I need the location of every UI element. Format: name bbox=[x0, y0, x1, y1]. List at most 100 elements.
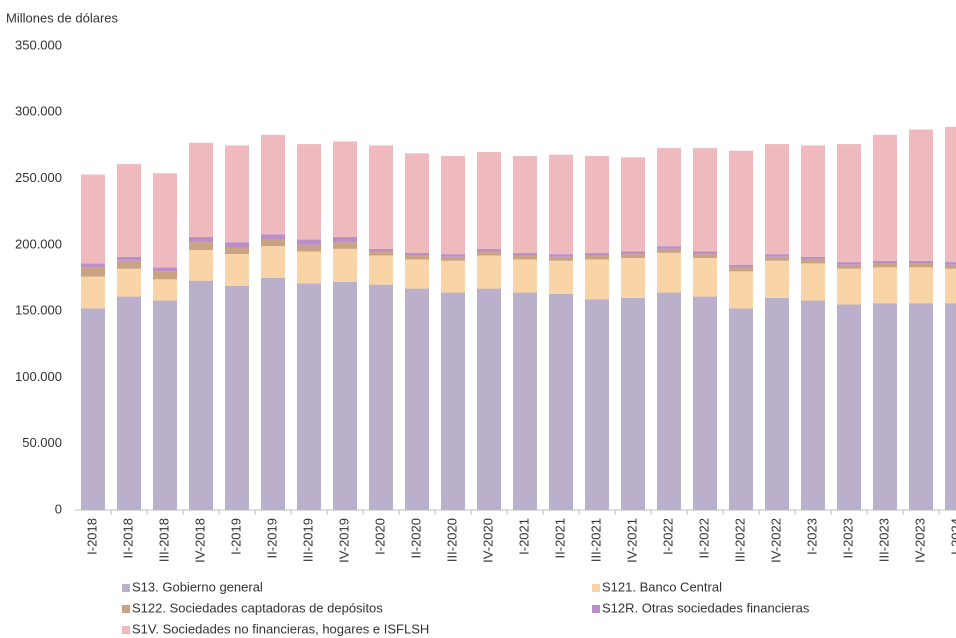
bar-segment bbox=[909, 260, 933, 264]
bar-segment bbox=[117, 268, 141, 297]
bar-segment bbox=[801, 145, 825, 257]
bar-segment bbox=[405, 255, 429, 260]
bar-segment bbox=[297, 239, 321, 245]
bar-segment bbox=[441, 292, 465, 510]
bar-segment bbox=[297, 283, 321, 510]
x-tick-label: IV-2020 bbox=[480, 518, 495, 563]
bar-segment bbox=[657, 246, 681, 249]
bar-segment bbox=[801, 256, 825, 260]
bar-segment bbox=[765, 260, 789, 298]
bar-segment bbox=[333, 281, 357, 510]
x-tick-label: III-2022 bbox=[732, 518, 747, 562]
x-tick-label: I-2020 bbox=[372, 518, 387, 555]
bar-segment bbox=[405, 153, 429, 253]
bar-segment bbox=[909, 263, 933, 268]
bar-segment bbox=[477, 251, 501, 256]
bar-segment bbox=[405, 259, 429, 289]
x-tick-label: II-2018 bbox=[120, 518, 135, 558]
bar-segment bbox=[441, 156, 465, 255]
x-tick-label: II-2020 bbox=[408, 518, 423, 558]
bar-segment bbox=[585, 299, 609, 510]
bar-segment bbox=[657, 252, 681, 293]
bar-segment bbox=[513, 156, 537, 253]
bar-segment bbox=[333, 242, 357, 249]
bar-segment bbox=[189, 236, 213, 243]
bar-segment bbox=[441, 260, 465, 293]
bar-segment bbox=[729, 271, 753, 309]
bar-segment bbox=[945, 262, 956, 265]
x-tick-label: I-2019 bbox=[228, 518, 243, 555]
x-tick-label: III-2021 bbox=[588, 518, 603, 562]
bar-segment bbox=[693, 296, 717, 510]
bar-segment bbox=[873, 134, 897, 261]
bar-segment bbox=[225, 242, 249, 248]
bar-segment bbox=[513, 292, 537, 510]
y-tick-label: 300.000 bbox=[15, 104, 62, 119]
x-tick-label: IV-2018 bbox=[192, 518, 207, 563]
bar-segment bbox=[765, 144, 789, 255]
legend-swatch bbox=[122, 626, 130, 634]
bar-segment bbox=[585, 259, 609, 300]
bar-segment bbox=[333, 236, 357, 243]
bar-segment bbox=[189, 250, 213, 281]
bar-segment bbox=[225, 254, 249, 286]
x-tick-label: IV-2019 bbox=[336, 518, 351, 563]
bar-segment bbox=[477, 248, 501, 252]
bar-segment bbox=[837, 262, 861, 265]
x-tick-label: III-2018 bbox=[156, 518, 171, 562]
bar-segment bbox=[549, 254, 573, 257]
bar-segment bbox=[837, 264, 861, 269]
x-tick-label: II-2023 bbox=[840, 518, 855, 558]
bar-segment bbox=[297, 244, 321, 252]
x-tick-label: IV-2021 bbox=[624, 518, 639, 563]
bar-segment bbox=[909, 129, 933, 261]
bar-segment bbox=[477, 255, 501, 289]
bar-segment bbox=[81, 174, 105, 264]
bar-segment bbox=[873, 303, 897, 510]
bar-segment bbox=[81, 276, 105, 309]
bar-segment bbox=[729, 308, 753, 510]
legend-label: S12R. Otras sociedades financieras bbox=[602, 600, 810, 615]
bar-segment bbox=[729, 267, 753, 272]
bar-segment bbox=[81, 263, 105, 268]
bar-segment bbox=[225, 247, 249, 255]
bar-segment bbox=[477, 152, 501, 249]
bar-segment bbox=[513, 255, 537, 260]
y-tick-label: 250.000 bbox=[15, 170, 62, 185]
bar-segment bbox=[297, 251, 321, 284]
bar-segment bbox=[801, 263, 825, 301]
bar-segment bbox=[81, 308, 105, 510]
bar-segment bbox=[549, 256, 573, 261]
legend-label: S121. Banco Central bbox=[602, 579, 722, 594]
legend-swatch bbox=[122, 584, 130, 592]
x-tick-label: I-2018 bbox=[84, 518, 99, 555]
bar-segment bbox=[369, 145, 393, 249]
y-tick-label: 0 bbox=[55, 501, 62, 516]
bar-segment bbox=[621, 254, 645, 259]
bar-segment bbox=[693, 251, 717, 255]
bar-segment bbox=[369, 284, 393, 510]
bar-segment bbox=[657, 148, 681, 247]
bar-segment bbox=[261, 239, 285, 247]
x-tick-label: II-2021 bbox=[552, 518, 567, 558]
bar-segment bbox=[657, 248, 681, 253]
bar-segment bbox=[693, 258, 717, 297]
bar-segment bbox=[873, 263, 897, 268]
x-tick-label: I-2024 bbox=[948, 518, 956, 555]
bar-segment bbox=[837, 304, 861, 510]
legend-swatch bbox=[592, 584, 600, 592]
bar-segment bbox=[837, 268, 861, 305]
bar-segment bbox=[333, 248, 357, 282]
bar-segment bbox=[873, 267, 897, 304]
legend-label: S1V. Sociedades no financieras, hogares … bbox=[132, 621, 429, 636]
bar-segment bbox=[153, 300, 177, 510]
bar-segment bbox=[189, 280, 213, 510]
bar-segment bbox=[117, 260, 141, 269]
bar-segment bbox=[261, 134, 285, 235]
bar-segment bbox=[441, 256, 465, 261]
y-tick-label: 200.000 bbox=[15, 236, 62, 251]
y-axis-title: Millones de dólares bbox=[6, 10, 119, 25]
x-tick-label: II-2019 bbox=[264, 518, 279, 558]
bar-segment bbox=[369, 255, 393, 285]
bar-segment bbox=[585, 252, 609, 256]
